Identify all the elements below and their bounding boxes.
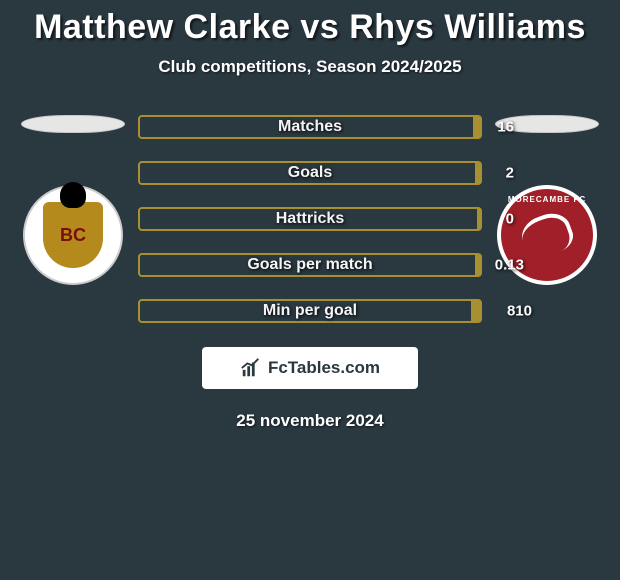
stat-fill-right bbox=[477, 208, 481, 230]
stat-fill-right bbox=[471, 300, 481, 322]
left-player-photo bbox=[21, 115, 125, 133]
stat-fill-right bbox=[473, 116, 481, 138]
stat-fill-right bbox=[475, 254, 481, 276]
stat-label: Matches bbox=[278, 118, 342, 136]
branding-text: FcTables.com bbox=[268, 358, 380, 378]
chart-icon bbox=[240, 357, 262, 379]
left-club-badge: BC bbox=[23, 185, 123, 285]
shrimp-icon bbox=[517, 208, 578, 263]
stat-label: Min per goal bbox=[263, 302, 357, 320]
stat-bar: Matches16 bbox=[138, 115, 482, 139]
stat-fill-right bbox=[475, 162, 481, 184]
right-club-badge-text: MORECAMBE FC bbox=[501, 195, 593, 204]
left-club-badge-initials: BC bbox=[43, 202, 103, 268]
stat-value-right: 0 bbox=[506, 211, 514, 228]
page-title: Matthew Clarke vs Rhys Williams bbox=[0, 8, 620, 47]
page-subtitle: Club competitions, Season 2024/2025 bbox=[0, 57, 620, 77]
comparison-row: BC Matches16Goals2Hattricks0Goals per ma… bbox=[0, 115, 620, 323]
branding-badge[interactable]: FcTables.com bbox=[202, 347, 418, 389]
snapshot-date: 25 november 2024 bbox=[0, 411, 620, 431]
stat-bar: Min per goal810 bbox=[138, 299, 482, 323]
stat-bar: Goals2 bbox=[138, 161, 482, 185]
left-player-col: BC bbox=[18, 115, 128, 285]
stat-value-right: 0.13 bbox=[495, 257, 524, 274]
stat-value-right: 16 bbox=[497, 119, 514, 136]
stat-value-right: 810 bbox=[507, 303, 532, 320]
stat-bar: Hattricks0 bbox=[138, 207, 482, 231]
stat-value-right: 2 bbox=[506, 165, 514, 182]
stat-label: Hattricks bbox=[276, 210, 344, 228]
stats-column: Matches16 Goals2 Hattricks0 Goals per match… bbox=[138, 115, 482, 323]
stat-label: Goals bbox=[288, 164, 332, 182]
stat-label: Goals per match bbox=[247, 256, 372, 274]
stat-bar: Goals per match0.13 bbox=[138, 253, 482, 277]
